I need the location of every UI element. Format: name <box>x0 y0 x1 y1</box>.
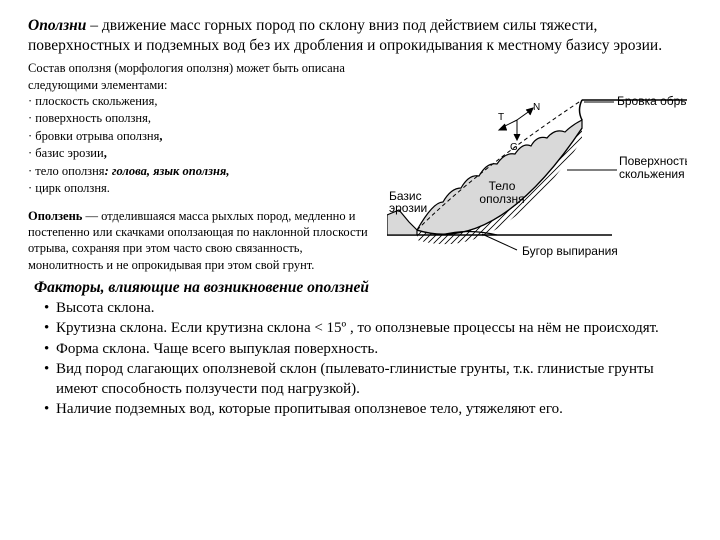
label-telo-1: Тело <box>488 179 515 193</box>
landslide-diagram: T N G Бровка обрыва Поверхность Бугор вы… <box>387 80 687 265</box>
term-opolzen: Оползень <box>28 209 82 223</box>
morphology-intro: Состав оползня (морфология оползня) може… <box>28 60 379 93</box>
mid-section: Состав оползня (морфология оползня) може… <box>28 60 692 273</box>
morph-item-2: · бровки отрыва оползня, <box>28 128 379 146</box>
text-column: Состав оползня (морфология оползня) може… <box>28 60 379 273</box>
factor-item-2: Форма склона. Чаще всего выпуклая поверх… <box>44 340 692 360</box>
morph-item-3: · базис эрозии, <box>28 145 379 163</box>
vector-G-label: G <box>510 142 518 153</box>
page-root: Оползни – движение масс горных пород по … <box>0 0 720 431</box>
definition-block: Оползни – движение масс горных пород по … <box>28 16 692 56</box>
morph-item-1: · поверхность оползня, <box>28 110 379 128</box>
morph-item-5: · цирк оползня. <box>28 180 379 198</box>
morphology-list: · плоскость скольжения, · поверхность оп… <box>28 93 379 198</box>
term-opolzni: Оползни <box>28 17 86 34</box>
factor-item-1: Крутизна склона. Если крутизна склона < … <box>44 319 692 339</box>
morph-item-0: · плоскость скольжения, <box>28 93 379 111</box>
factors-block: Высота склона. Крутизна склона. Если кру… <box>28 299 692 420</box>
label-bazis-2: эрозии <box>389 201 427 215</box>
morph-item-4: · тело оползня: голова, язык оползня, <box>28 163 379 181</box>
label-poverh-2: скольжения <box>619 167 685 181</box>
opolzen-block: Оползень — отделившаяся масса рыхлых пор… <box>28 208 379 273</box>
label-bugor: Бугор выпирания <box>522 244 618 258</box>
factor-item-4: Наличие подземных вод, которые пропитыва… <box>44 400 692 420</box>
label-brovka: Бровка обрыва <box>617 94 687 108</box>
label-telo-2: оползня <box>479 192 524 206</box>
vector-N-label: N <box>533 102 540 113</box>
figure-column: T N G Бровка обрыва Поверхность Бугор вы… <box>387 60 692 273</box>
vector-T-label: T <box>498 112 504 123</box>
label-poverh-1: Поверхность <box>619 154 687 168</box>
factor-item-3: Вид пород слагающих оползневой склон (пы… <box>44 360 692 399</box>
definition-text: – движение масс горных пород по склону в… <box>28 17 662 54</box>
factor-item-0: Высота склона. <box>44 299 692 319</box>
factors-title: Факторы, влияющие на возникновение ополз… <box>34 279 692 297</box>
